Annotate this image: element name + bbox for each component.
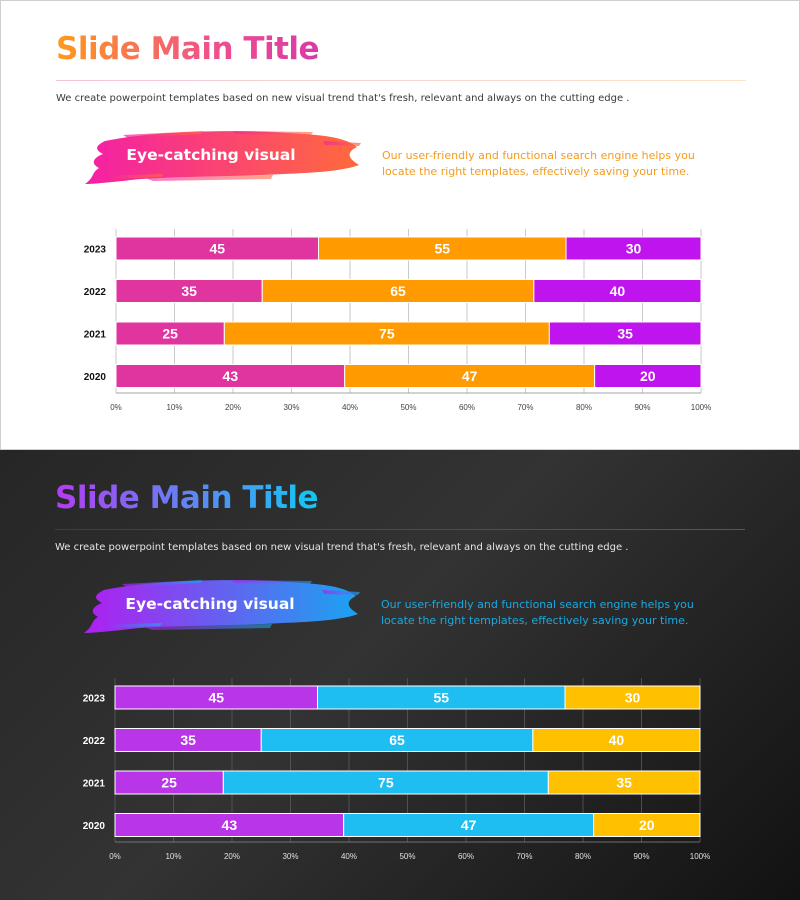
x-tick-label: 80% bbox=[575, 852, 591, 861]
title-divider bbox=[56, 80, 746, 81]
x-tick-label: 30% bbox=[282, 852, 298, 861]
bar-value-label: 25 bbox=[162, 326, 178, 342]
x-tick-label: 100% bbox=[691, 403, 711, 412]
bar-value-label: 47 bbox=[461, 817, 477, 833]
bar-value-label: 45 bbox=[209, 241, 225, 257]
description-text: Our user-friendly and functional search … bbox=[381, 597, 711, 629]
description-line: locate the right templates, effectively … bbox=[381, 614, 689, 627]
bar-segment bbox=[548, 321, 702, 346]
bar-segment bbox=[533, 279, 702, 303]
category-label: 2022 bbox=[83, 736, 106, 747]
category-label: 2021 bbox=[84, 330, 107, 341]
bar-value-label: 75 bbox=[378, 775, 394, 791]
bar-value-label: 75 bbox=[379, 326, 395, 342]
x-tick-label: 10% bbox=[166, 403, 182, 412]
x-tick-label: 30% bbox=[283, 403, 299, 412]
x-tick-label: 90% bbox=[634, 403, 650, 412]
bar-value-label: 43 bbox=[222, 817, 238, 833]
bar-segment bbox=[593, 813, 701, 837]
bar-value-label: 35 bbox=[180, 732, 196, 748]
x-tick-label: 50% bbox=[400, 403, 416, 412]
category-label: 2020 bbox=[83, 821, 106, 832]
bar-segment bbox=[564, 685, 701, 710]
x-tick-label: 40% bbox=[342, 403, 358, 412]
description-text: Our user-friendly and functional search … bbox=[382, 148, 712, 180]
slide-subtitle: We create powerpoint templates based on … bbox=[56, 93, 630, 104]
slide-dark-theme: Slide Main Title We create powerpoint te… bbox=[0, 450, 800, 900]
category-label: 2021 bbox=[83, 779, 106, 790]
x-tick-label: 60% bbox=[459, 403, 475, 412]
bar-value-label: 65 bbox=[390, 283, 406, 299]
title-divider bbox=[55, 529, 745, 530]
x-tick-label: 70% bbox=[517, 403, 533, 412]
x-tick-label: 20% bbox=[225, 403, 241, 412]
bar-value-label: 25 bbox=[161, 775, 177, 791]
description-line: Our user-friendly and functional search … bbox=[382, 149, 695, 162]
bar-value-label: 30 bbox=[626, 241, 642, 257]
brush-stroke-graphic bbox=[85, 131, 361, 184]
highlight-label: Eye-catching visual bbox=[125, 595, 295, 613]
slide-light-theme: Slide Main Title We create powerpoint te… bbox=[0, 0, 800, 450]
slide-title: Slide Main Title bbox=[55, 480, 319, 516]
bar-value-label: 30 bbox=[625, 690, 641, 706]
slide-title: Slide Main Title bbox=[56, 31, 320, 67]
bar-value-label: 20 bbox=[640, 368, 656, 384]
x-tick-label: 70% bbox=[516, 852, 532, 861]
x-tick-label: 80% bbox=[576, 403, 592, 412]
bar-value-label: 45 bbox=[208, 690, 224, 706]
x-tick-label: 0% bbox=[110, 403, 122, 412]
bar-value-label: 40 bbox=[609, 732, 625, 748]
bar-value-label: 65 bbox=[389, 732, 405, 748]
slide-subtitle: We create powerpoint templates based on … bbox=[55, 542, 629, 553]
bar-value-label: 43 bbox=[223, 368, 239, 384]
description-line: Our user-friendly and functional search … bbox=[381, 598, 694, 611]
bar-value-label: 20 bbox=[639, 817, 655, 833]
x-tick-label: 90% bbox=[633, 852, 649, 861]
x-tick-label: 50% bbox=[399, 852, 415, 861]
bar-value-label: 35 bbox=[617, 326, 633, 342]
bar-segment bbox=[532, 728, 701, 752]
category-label: 2023 bbox=[84, 245, 107, 256]
brush-stroke-graphic bbox=[84, 580, 360, 633]
category-label: 2022 bbox=[84, 287, 107, 298]
x-tick-label: 10% bbox=[165, 852, 181, 861]
x-tick-label: 40% bbox=[341, 852, 357, 861]
bar-value-label: 47 bbox=[462, 368, 478, 384]
category-label: 2020 bbox=[84, 372, 107, 383]
bar-segment bbox=[565, 236, 702, 261]
highlight-label: Eye-catching visual bbox=[126, 146, 296, 164]
bar-segment bbox=[594, 364, 702, 388]
bar-value-label: 55 bbox=[433, 690, 449, 706]
bar-value-label: 35 bbox=[181, 283, 197, 299]
x-tick-label: 0% bbox=[109, 852, 121, 861]
x-tick-label: 100% bbox=[690, 852, 710, 861]
bar-segment bbox=[547, 770, 701, 795]
x-tick-label: 60% bbox=[458, 852, 474, 861]
description-line: locate the right templates, effectively … bbox=[382, 165, 690, 178]
bar-value-label: 55 bbox=[434, 241, 450, 257]
bar-value-label: 40 bbox=[610, 283, 626, 299]
category-label: 2023 bbox=[83, 694, 106, 705]
x-tick-label: 20% bbox=[224, 852, 240, 861]
bar-value-label: 35 bbox=[616, 775, 632, 791]
